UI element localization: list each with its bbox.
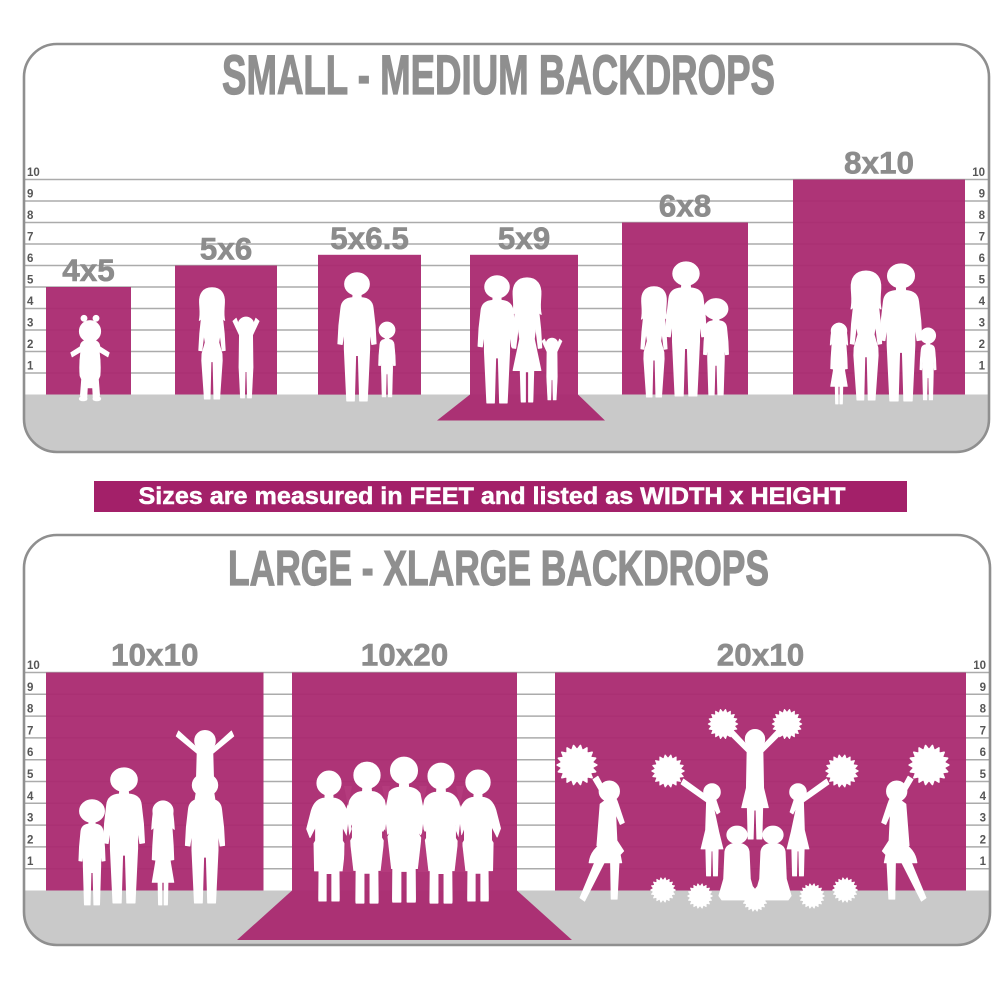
- svg-text:20x10: 20x10: [717, 637, 805, 673]
- svg-text:9: 9: [27, 189, 33, 201]
- svg-text:5: 5: [27, 769, 34, 781]
- svg-text:4: 4: [979, 296, 986, 308]
- svg-text:5: 5: [980, 769, 987, 781]
- svg-text:5x6.5: 5x6.5: [330, 220, 409, 256]
- svg-text:LARGE - XLARGE BACKDROPS: LARGE - XLARGE BACKDROPS: [228, 542, 769, 596]
- svg-text:7: 7: [980, 725, 986, 737]
- svg-text:1: 1: [980, 856, 987, 868]
- svg-text:10: 10: [973, 660, 986, 672]
- svg-text:8: 8: [27, 704, 34, 716]
- svg-text:9: 9: [980, 682, 986, 694]
- svg-text:3: 3: [27, 813, 33, 825]
- svg-text:3: 3: [980, 813, 986, 825]
- svg-text:6: 6: [980, 747, 986, 759]
- svg-text:5x6: 5x6: [200, 231, 253, 267]
- svg-text:Sizes are measured in FEET and: Sizes are measured in FEET and listed as…: [139, 483, 846, 510]
- svg-text:8: 8: [979, 210, 986, 222]
- svg-text:10: 10: [972, 167, 985, 179]
- svg-text:5: 5: [27, 275, 34, 287]
- svg-text:3: 3: [27, 318, 33, 330]
- svg-text:1: 1: [27, 361, 34, 373]
- svg-text:10x10: 10x10: [111, 637, 199, 673]
- svg-text:8: 8: [980, 704, 987, 716]
- svg-text:2: 2: [980, 834, 986, 846]
- svg-text:4: 4: [27, 791, 34, 803]
- svg-text:9: 9: [27, 682, 33, 694]
- svg-text:6: 6: [27, 253, 33, 265]
- svg-text:6: 6: [27, 747, 33, 759]
- svg-text:1: 1: [979, 361, 986, 373]
- svg-text:SMALL - MEDIUM BACKDROPS: SMALL - MEDIUM BACKDROPS: [222, 43, 775, 106]
- svg-text:2: 2: [27, 834, 33, 846]
- svg-text:7: 7: [27, 232, 33, 244]
- svg-text:6: 6: [979, 253, 985, 265]
- svg-text:9: 9: [979, 189, 985, 201]
- svg-text:1: 1: [27, 856, 34, 868]
- svg-text:3: 3: [979, 318, 985, 330]
- svg-text:4: 4: [980, 791, 987, 803]
- svg-text:7: 7: [979, 232, 985, 244]
- svg-text:6x8: 6x8: [659, 188, 712, 224]
- svg-text:7: 7: [27, 725, 33, 737]
- svg-text:5x9: 5x9: [498, 220, 551, 256]
- svg-text:10: 10: [27, 167, 40, 179]
- svg-text:2: 2: [979, 339, 985, 351]
- svg-text:4x5: 4x5: [62, 252, 115, 288]
- svg-text:5: 5: [979, 275, 986, 287]
- svg-text:2: 2: [27, 339, 33, 351]
- svg-text:8x10: 8x10: [844, 145, 914, 181]
- svg-text:8: 8: [27, 210, 34, 222]
- svg-text:10x20: 10x20: [361, 637, 449, 673]
- svg-text:10: 10: [27, 660, 40, 672]
- svg-text:4: 4: [27, 296, 34, 308]
